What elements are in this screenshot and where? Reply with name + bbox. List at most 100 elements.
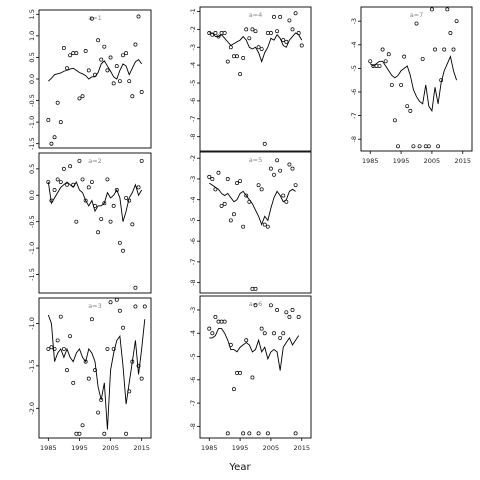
data-point [136,363,141,368]
data-point [238,179,243,183]
data-point [74,51,79,56]
data-point [93,368,97,373]
series-line [209,328,300,371]
data-point [287,315,292,319]
data-point [219,30,224,35]
data-point [278,168,283,173]
data-point [228,218,233,223]
data-point [281,193,286,198]
y-tick-label: -1.5 [28,360,36,373]
data-point [96,38,101,43]
data-point [207,174,212,179]
data-point [77,431,82,436]
panel-label: a=5 [249,156,263,164]
data-point [133,304,138,309]
data-point [207,326,212,331]
panel-frame [38,297,152,439]
y-tick-label: -7 [189,259,197,265]
panel-frame [38,9,152,149]
data-point [281,38,286,43]
chart-panel-4: -8 -7 -6 -5 -4 -3 -2 -1 a=4 [189,6,312,152]
y-tick-label: -6 [189,98,197,104]
data-point [65,66,69,71]
data-point [114,188,119,192]
panel-frame [360,6,473,152]
data-point [408,108,413,113]
data-point [210,331,215,336]
data-point [102,201,107,206]
data-point [96,230,101,235]
data-point [429,7,434,12]
data-point [396,144,400,149]
data-point [216,34,221,39]
series-line [369,55,458,113]
data-point [99,57,104,62]
x-tick-label: 1985 [40,444,57,452]
y-tick-label: -4 [189,196,197,202]
panel-label: a=4 [249,11,263,19]
y-tick-label: 0.0 [28,74,36,84]
data-point [49,141,54,146]
chart-panel-2: -1.5 -1.0 -0.5 0.0 0.5 a=2 [28,152,152,294]
data-point [105,346,110,351]
data-point [124,195,129,200]
data-point [71,182,76,187]
data-point [259,187,264,192]
data-point [259,326,264,331]
data-point [411,144,416,149]
y-tick-label: 0.5 [28,164,36,174]
data-point [231,387,236,392]
data-point [284,199,289,204]
data-point [241,224,246,229]
y-tick-label: -3 [350,18,358,24]
data-point [241,56,246,60]
y-tick-label: -1.5 [28,268,36,281]
data-point [213,187,218,192]
data-point [96,410,101,415]
data-point [244,338,249,343]
data-point [80,94,85,99]
data-point [272,172,276,177]
x-tick-label: 2015 [293,444,310,452]
data-point [287,162,292,167]
data-point [127,389,132,394]
data-point [80,177,85,182]
data-point [219,203,224,208]
data-point [111,203,116,208]
data-point [127,79,132,84]
panel-label: a=3 [88,302,102,310]
data-point [284,310,289,315]
data-point [268,30,273,35]
data-point [259,47,264,51]
data-point [399,82,404,87]
data-point [402,54,407,59]
y-tick-label: -4 [189,330,197,336]
data-point [108,55,113,60]
data-point [77,96,82,101]
y-tick-label: 1.0 [28,31,36,41]
data-point [111,346,116,351]
data-point [130,222,135,227]
y-tick-label: -4 [350,42,358,48]
x-tick-label: 2015 [133,444,150,452]
data-point [451,47,456,52]
data-point [448,31,453,35]
data-point [268,303,273,308]
data-point [58,314,63,319]
data-point [108,300,113,305]
data-point [275,29,280,34]
data-point [287,18,292,23]
data-point [93,203,97,208]
data-point [61,46,66,50]
data-point [130,94,135,99]
data-point [121,53,125,58]
data-point [296,30,301,35]
data-point [265,224,270,229]
y-tick-label: -1.5 [28,137,36,150]
data-point [136,14,141,19]
data-point [225,431,230,436]
data-point [61,346,66,351]
data-point [68,334,73,339]
data-point [49,345,54,350]
data-point [46,346,51,351]
